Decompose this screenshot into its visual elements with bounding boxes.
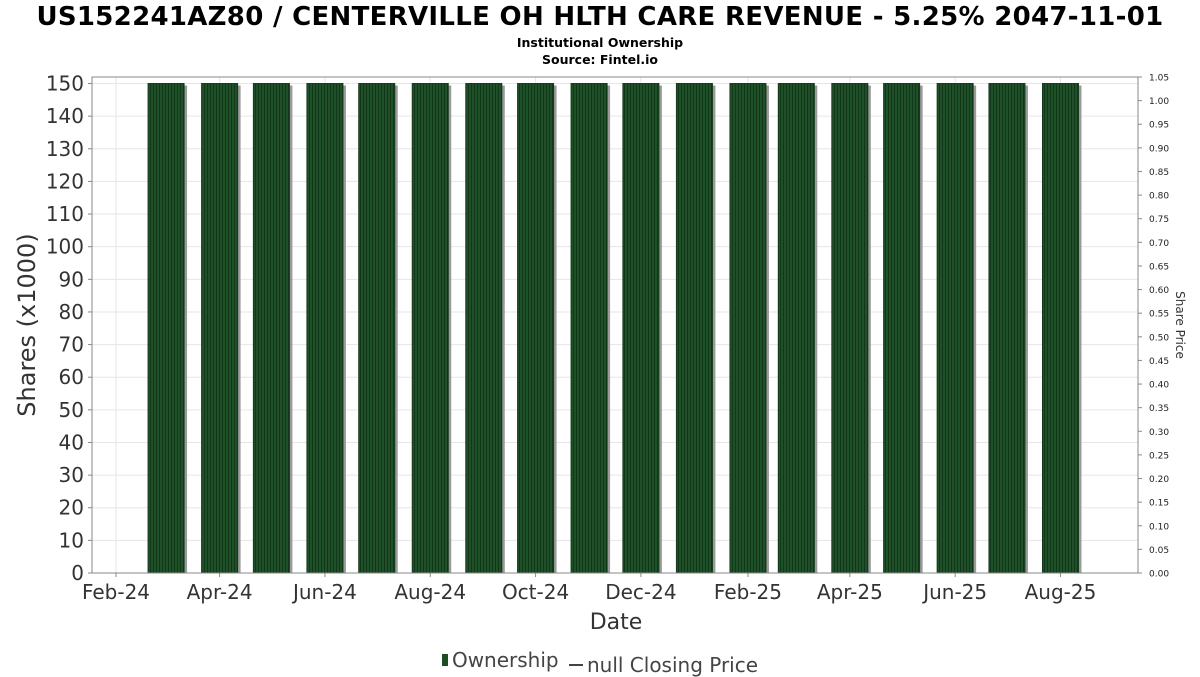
y2-tick-label: 0.85 [1149,168,1169,178]
y-tick-label: 20 [59,496,84,520]
y2-tick-label: 0.60 [1149,286,1169,296]
y-tick-label: 100 [46,235,84,259]
y2-tick-label: 0.00 [1149,570,1169,580]
y2-tick-label: 0.10 [1149,522,1169,532]
x-tick-label: Dec-24 [605,580,676,604]
y-tick-label: 130 [46,137,84,161]
y2-tick-label: 0.70 [1149,239,1169,249]
x-tick-label: Jun-24 [291,580,357,604]
ownership-bar [465,83,503,574]
y-tick-label: 60 [59,365,84,389]
y2-tick-label: 0.40 [1149,381,1169,391]
ownership-bar [517,83,555,574]
y-tick-label: 90 [59,267,84,291]
y2-tick-label: 1.05 [1149,74,1169,84]
legend-label-ownership: Ownership [451,648,559,672]
y-tick-label: 120 [46,169,84,193]
ownership-bar [675,83,713,574]
y2-tick-label: 0.35 [1149,404,1169,414]
x-tick-label: Feb-24 [82,580,150,604]
legend-item-ownership: Ownership [441,648,559,672]
y2-tick-label: 0.50 [1149,333,1169,343]
y-tick-label: 70 [59,333,84,357]
x-tick-label: Aug-25 [1025,580,1097,604]
ownership-bar [358,83,396,574]
ownership-bar [883,83,921,574]
ownership-bar [622,83,660,574]
y2-tick-label: 1.00 [1149,97,1169,107]
y2-tick-label: 0.80 [1149,192,1169,202]
y2-tick-label: 0.90 [1149,144,1169,154]
y2-tick-label: 0.75 [1149,215,1169,225]
chart-subtitle: Institutional Ownership [516,35,684,50]
x-tick-label: Oct-24 [502,580,569,604]
y-tick-label: 80 [59,300,84,324]
x-tick-label: Jun-25 [921,580,987,604]
y-tick-label: 0 [71,561,84,585]
y2-tick-label: 0.95 [1149,121,1169,131]
y2-tick-label: 0.25 [1149,451,1169,461]
y2-tick-label: 0.05 [1149,546,1169,556]
ownership-bar [777,83,815,574]
ownership-bar [988,83,1026,574]
legend-line-swatch [568,664,583,666]
chart-title: US152241AZ80 / CENTERVILLE OH HLTH CARE … [36,2,1164,32]
y2-tick-label: 0.55 [1149,310,1169,320]
ownership-bar [411,83,449,574]
ownership-bar [252,83,290,574]
y-tick-label: 50 [59,398,84,422]
y2-tick-label: 0.30 [1149,428,1169,438]
ownership-bar [306,83,344,574]
x-tick-label: Feb-25 [714,580,782,604]
y-tick-label: 10 [59,528,84,552]
ownership-bar [1041,83,1079,574]
y-tick-label: 110 [46,202,84,226]
y2-tick-label: 0.15 [1149,499,1169,509]
ownership-bar [831,83,869,574]
ownership-bar [936,83,974,574]
y-tick-label: 140 [46,104,84,128]
legend-item-price: null Closing Price [565,653,758,677]
x-axis-label: Date [590,610,643,635]
y2-tick-label: 0.20 [1149,475,1169,485]
y2-tick-label: 0.45 [1149,357,1169,367]
y-tick-label: 40 [59,430,84,454]
chart-source: Source: Fintel.io [542,52,658,67]
y-tick-label: 150 [46,72,84,96]
legend: Ownership null Closing Price [0,647,1200,677]
ownership-bar [147,83,185,574]
bar-layer [147,83,1082,574]
ownership-bar [729,83,767,574]
axis-layer: 0 10 20 30 40 50 60 70 80 90 100 110 120 130 140 150 0.0… [46,72,1170,604]
y2-axis-label: Share Price [1173,291,1187,359]
ownership-bar [201,83,239,574]
plot-frame [91,76,1139,574]
y-tick-label: 30 [59,463,84,487]
y2-tick-label: 0.65 [1149,262,1169,272]
x-tick-label: Apr-25 [817,580,883,604]
y-axis-label: Shares (x1000) [13,233,41,416]
x-tick-label: Apr-24 [187,580,253,604]
legend-label-price: null Closing Price [586,653,759,677]
x-tick-label: Aug-24 [394,580,466,604]
ownership-bar [570,83,608,574]
grid-layer [92,77,1138,573]
legend-bar-swatch [441,654,448,666]
